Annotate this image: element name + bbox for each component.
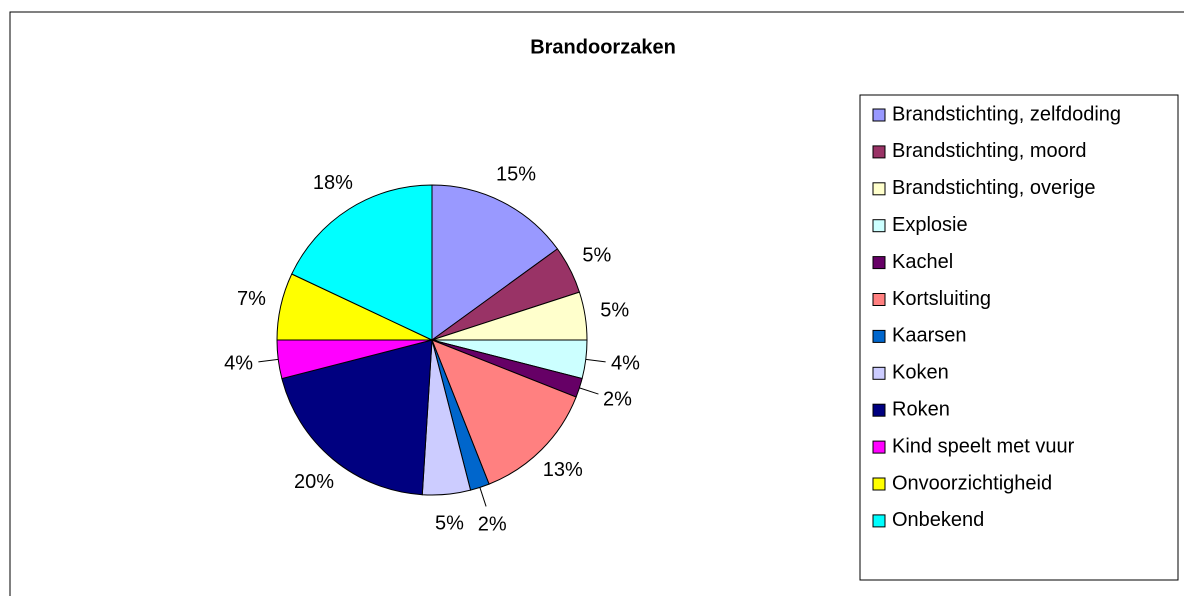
leader-line — [258, 358, 279, 363]
legend-swatch — [872, 293, 886, 306]
data-label: 5% — [600, 299, 629, 321]
pie-slice — [431, 339, 577, 485]
legend-label: Brandstichting, overige — [892, 177, 1095, 199]
legend-swatch — [872, 182, 886, 196]
legend-swatch — [872, 366, 886, 380]
data-label: 20% — [294, 471, 334, 493]
legend-label: Kaarsen — [892, 325, 967, 347]
legend-swatch — [872, 256, 886, 270]
legend-swatch — [872, 329, 886, 343]
pie-slice — [291, 184, 433, 341]
legend-swatch — [872, 219, 886, 233]
legend-label: Kind speelt met vuur — [892, 435, 1075, 457]
legend-label: Kachel — [892, 251, 953, 273]
legend-swatch — [872, 514, 886, 528]
legend-swatch — [872, 440, 886, 454]
leader-line — [479, 487, 487, 507]
legend-label: Koken — [892, 362, 949, 384]
data-label: 13% — [543, 459, 583, 481]
data-label: 2% — [603, 389, 632, 411]
legend-box — [859, 94, 1179, 581]
legend-label: Explosie — [892, 214, 968, 236]
data-label: 7% — [237, 288, 266, 310]
pie-slice — [431, 184, 559, 341]
legend-swatch — [872, 403, 886, 417]
data-label: 15% — [496, 163, 536, 185]
legend-label: Kortsluiting — [892, 288, 991, 310]
leader-line — [579, 387, 599, 395]
pie-slice — [281, 339, 433, 496]
data-label: 5% — [582, 244, 611, 266]
data-label: 5% — [435, 512, 464, 534]
legend-swatch — [872, 477, 886, 491]
legend-swatch — [872, 108, 886, 122]
legend-label: Brandstichting, zelfdoding — [892, 103, 1121, 125]
data-label: 4% — [611, 353, 640, 375]
legend-label: Onvoorzichtigheid — [892, 472, 1052, 494]
legend-swatch — [872, 145, 886, 159]
legend-label: Roken — [892, 398, 950, 420]
legend-label: Onbekend — [892, 509, 984, 531]
data-label: 2% — [478, 514, 507, 536]
legend-label: Brandstichting, moord — [892, 140, 1087, 162]
data-label: 4% — [224, 353, 253, 375]
data-label: 18% — [313, 172, 353, 194]
chart-title: Brandoorzaken — [530, 36, 676, 58]
leader-line — [585, 358, 606, 363]
